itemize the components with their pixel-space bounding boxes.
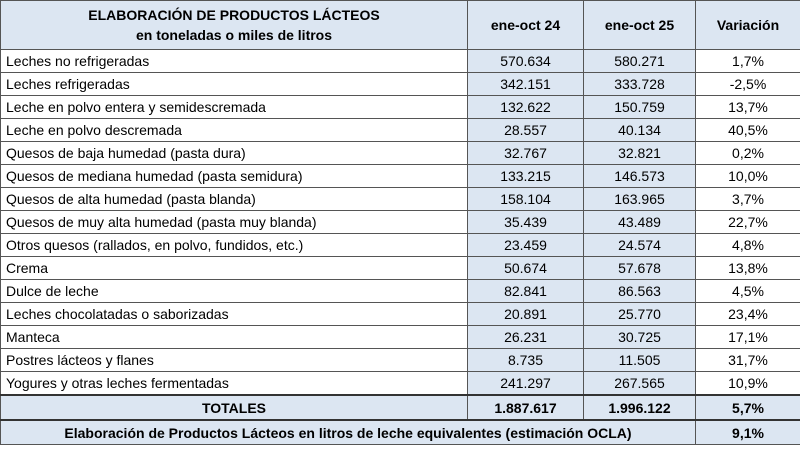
- cell: 82.841: [467, 279, 584, 303]
- row-label: Yogures y otras leches fermentadas: [0, 371, 468, 396]
- totals-cell: 1.887.617: [467, 394, 584, 421]
- cell: 32.767: [467, 141, 584, 165]
- data-row: Quesos de muy alta humedad (pasta muy bl…: [0, 210, 800, 234]
- data-row: Otros quesos (rallados, en polvo, fundid…: [0, 233, 800, 257]
- row-label: Leches no refrigeradas: [0, 49, 468, 73]
- cell: 4,8%: [695, 233, 800, 257]
- cell: 86.563: [583, 279, 696, 303]
- totals-cell: 1.996.122: [583, 394, 696, 421]
- title-cell: ELABORACIÓN DE PRODUCTOS LÁCTEOS en tonel…: [0, 0, 468, 50]
- cell: 40,5%: [695, 118, 800, 142]
- cell: -2,5%: [695, 72, 800, 96]
- cell: 23,4%: [695, 302, 800, 326]
- data-row: Manteca 26.231 30.725 17,1%: [0, 325, 800, 349]
- cell: 0,2%: [695, 141, 800, 165]
- cell: 13,8%: [695, 256, 800, 280]
- cell: 26.231: [467, 325, 584, 349]
- cell: 570.634: [467, 49, 584, 73]
- cell: 35.439: [467, 210, 584, 234]
- cell: 40.134: [583, 118, 696, 142]
- data-row: Postres lácteos y flanes 8.735 11.505 31,7%: [0, 348, 800, 372]
- row-label: Otros quesos (rallados, en polvo, fundid…: [0, 233, 468, 257]
- cell: 20.891: [467, 302, 584, 326]
- cell: 22,7%: [695, 210, 800, 234]
- title: ELABORACIÓN DE PRODUCTOS LÁCTEOS: [88, 7, 380, 23]
- cell: 132.622: [467, 95, 584, 119]
- cell: 31,7%: [695, 348, 800, 372]
- cell: 13,7%: [695, 95, 800, 119]
- cell: 342.151: [467, 72, 584, 96]
- footer-value: 9,1%: [695, 419, 800, 445]
- cell: 1,7%: [695, 49, 800, 73]
- totals-label: TOTALES: [0, 394, 468, 421]
- cell: 150.759: [583, 95, 696, 119]
- data-row: Leche en polvo entera y semidescremada 13…: [0, 95, 800, 119]
- data-row: Leches refrigeradas 342.151 333.728 -2,5%: [0, 72, 800, 96]
- cell: 3,7%: [695, 187, 800, 211]
- cell: 23.459: [467, 233, 584, 257]
- cell: 30.725: [583, 325, 696, 349]
- header-row: ELABORACIÓN DE PRODUCTOS LÁCTEOS en tonel…: [0, 0, 800, 50]
- data-row: Quesos de baja humedad (pasta dura) 32.76…: [0, 141, 800, 165]
- data-row: Leche en polvo descremada 28.557 40.134 40,…: [0, 118, 800, 142]
- column-header: ene-oct 25: [583, 0, 696, 50]
- row-label: Leche en polvo descremada: [0, 118, 468, 142]
- footer-row: Elaboración de Productos Lácteos en litr…: [0, 419, 800, 445]
- row-label: Quesos de mediana humedad (pasta semidur…: [0, 164, 468, 188]
- cell: 50.674: [467, 256, 584, 280]
- data-row: Leches no refrigeradas 570.634 580.271 1,7%: [0, 49, 800, 73]
- data-row: Quesos de alta humedad (pasta blanda) 158…: [0, 187, 800, 211]
- subtitle: en toneladas o miles de litros: [135, 27, 333, 43]
- row-label: Quesos de baja humedad (pasta dura): [0, 141, 468, 165]
- cell: 133.215: [467, 164, 584, 188]
- row-label: Leches chocolatadas o saborizadas: [0, 302, 468, 326]
- row-label: Leche en polvo entera y semidescremada: [0, 95, 468, 119]
- data-row: Quesos de mediana humedad (pasta semidur…: [0, 164, 800, 188]
- cell: 4,5%: [695, 279, 800, 303]
- cell: 10,9%: [695, 371, 800, 396]
- row-label: Dulce de leche: [0, 279, 468, 303]
- cell: 11.505: [583, 348, 696, 372]
- cell: 28.557: [467, 118, 584, 142]
- row-label: Quesos de alta humedad (pasta blanda): [0, 187, 468, 211]
- cell: 158.104: [467, 187, 584, 211]
- totals-row: TOTALES 1.887.617 1.996.122 5,7%: [0, 394, 800, 421]
- data-row: Crema 50.674 57.678 13,8%: [0, 256, 800, 280]
- totals-cell: 5,7%: [695, 394, 800, 421]
- cell: 267.565: [583, 371, 696, 396]
- cell: 241.297: [467, 371, 584, 396]
- data-row: Dulce de leche 82.841 86.563 4,5%: [0, 279, 800, 303]
- data-row: Leches chocolatadas o saborizadas 20.891 2…: [0, 302, 800, 326]
- footer-label: Elaboración de Productos Lácteos en litr…: [0, 419, 696, 445]
- cell: 32.821: [583, 141, 696, 165]
- cell: 163.965: [583, 187, 696, 211]
- row-label: Manteca: [0, 325, 468, 349]
- cell: 25.770: [583, 302, 696, 326]
- cell: 580.271: [583, 49, 696, 73]
- cell: 43.489: [583, 210, 696, 234]
- cell: 57.678: [583, 256, 696, 280]
- row-label: Crema: [0, 256, 468, 280]
- cell: 333.728: [583, 72, 696, 96]
- row-label: Quesos de muy alta humedad (pasta muy bl…: [0, 210, 468, 234]
- row-label: Postres lácteos y flanes: [0, 348, 468, 372]
- row-label: Leches refrigeradas: [0, 72, 468, 96]
- cell: 24.574: [583, 233, 696, 257]
- data-row: Yogures y otras leches fermentadas 241.29…: [0, 371, 800, 396]
- cell: 17,1%: [695, 325, 800, 349]
- column-header: Variación: [695, 0, 800, 50]
- column-header: ene-oct 24: [467, 0, 584, 50]
- cell: 8.735: [467, 348, 584, 372]
- cell: 146.573: [583, 164, 696, 188]
- cell: 10,0%: [695, 164, 800, 188]
